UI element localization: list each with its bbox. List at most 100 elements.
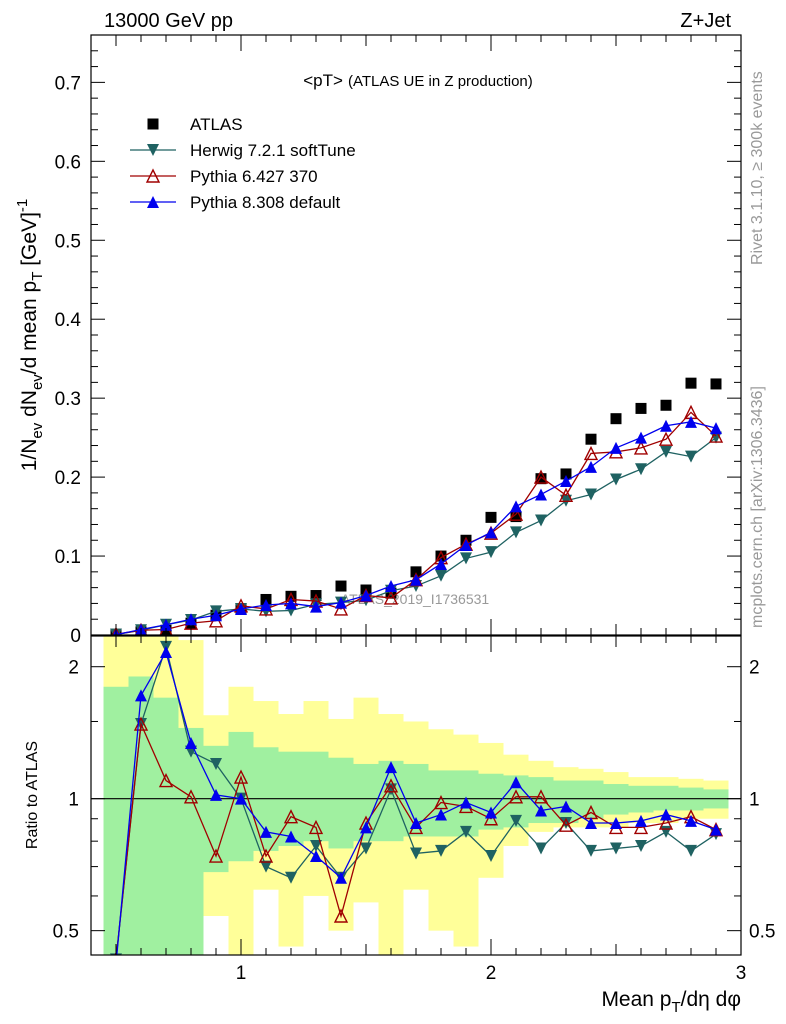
ratio-point bbox=[283, 809, 299, 824]
ratio-point bbox=[633, 819, 649, 835]
data-point bbox=[485, 526, 497, 539]
ratio-point bbox=[610, 817, 622, 830]
ratio-point bbox=[485, 806, 497, 819]
header-right: Z+Jet bbox=[680, 10, 731, 32]
ratio-point bbox=[410, 817, 422, 830]
band-stat-bin bbox=[153, 697, 179, 955]
ratio-point bbox=[635, 814, 647, 827]
ratio-point bbox=[560, 800, 572, 813]
data-point bbox=[660, 445, 672, 458]
ratio-point bbox=[585, 844, 597, 857]
data-point bbox=[685, 450, 697, 463]
ratio-point bbox=[610, 842, 622, 855]
ratio-point bbox=[385, 761, 397, 774]
ratio-point bbox=[433, 794, 449, 810]
legend-label: Pythia 8.308 default bbox=[190, 193, 341, 212]
ratio-point bbox=[710, 823, 722, 836]
data-point bbox=[435, 557, 447, 570]
ratio-point bbox=[258, 848, 274, 863]
data-point bbox=[510, 526, 522, 539]
band-stat-bin bbox=[303, 751, 329, 842]
ratio-point bbox=[110, 958, 122, 970]
ratio-ytick-label: 2 bbox=[68, 658, 79, 679]
data-point bbox=[485, 546, 497, 559]
ratio-point bbox=[658, 815, 674, 830]
data-point bbox=[610, 473, 622, 486]
ratio-ytick-label-right: 2 bbox=[749, 658, 760, 679]
ratio-point bbox=[333, 908, 349, 923]
ratio-point bbox=[335, 871, 347, 884]
ratio-point bbox=[535, 804, 547, 817]
legend-item: ATLAS bbox=[147, 115, 243, 134]
ratio-point bbox=[508, 789, 524, 804]
data-point bbox=[185, 613, 197, 626]
ratio-point bbox=[185, 736, 197, 749]
ratio-point bbox=[460, 796, 472, 809]
ratio-xtick-label: 1 bbox=[236, 963, 247, 984]
plot-title-sub: (ATLAS UE in Z production) bbox=[348, 73, 533, 90]
ratio-point bbox=[183, 789, 199, 804]
ratio-point bbox=[558, 817, 574, 832]
data-point bbox=[533, 469, 549, 484]
band-stat-bin bbox=[328, 757, 354, 849]
data-point bbox=[535, 473, 547, 485]
data-point bbox=[510, 500, 522, 513]
data-point bbox=[260, 599, 272, 611]
ratio-point bbox=[160, 646, 172, 659]
ratio-ytick-label-right: 0.5 bbox=[749, 922, 775, 943]
main-ytick-label: 0.3 bbox=[55, 389, 81, 410]
data-point bbox=[685, 415, 697, 428]
ratio-point bbox=[410, 847, 422, 860]
ratio-point bbox=[158, 772, 174, 788]
data-point bbox=[410, 566, 422, 578]
data-point bbox=[335, 596, 347, 609]
data-point bbox=[285, 590, 297, 602]
ratio-point bbox=[260, 860, 272, 873]
data-point bbox=[610, 413, 622, 425]
ratio-ytick-label: 1 bbox=[68, 790, 79, 811]
band-stat-bin bbox=[103, 686, 129, 955]
plot-title-main: <pT> bbox=[303, 71, 343, 90]
legend-marker bbox=[147, 196, 159, 208]
ratio-xtick-label: 3 bbox=[736, 963, 747, 984]
legend: ATLAS Herwig 7.2.1 softTune Pythia 6.427 3… bbox=[130, 115, 356, 212]
data-point bbox=[435, 550, 447, 562]
main-ytick-label: 0.6 bbox=[55, 152, 81, 173]
data-point bbox=[410, 573, 422, 586]
ratio-point bbox=[660, 825, 672, 838]
xlabel: Mean pT/dη dφ bbox=[601, 988, 741, 1016]
ratio-point bbox=[360, 821, 372, 834]
data-point bbox=[285, 597, 297, 610]
data-point bbox=[635, 402, 647, 414]
data-point bbox=[710, 422, 722, 435]
ratio-point bbox=[310, 839, 322, 852]
legend-label: Herwig 7.2.1 softTune bbox=[190, 141, 356, 160]
ratio-point bbox=[635, 839, 647, 852]
data-point bbox=[633, 440, 649, 455]
ratio-point bbox=[533, 789, 549, 804]
ratio-point bbox=[560, 817, 572, 830]
data-point bbox=[560, 475, 572, 488]
data-point bbox=[660, 419, 672, 432]
ratio-point bbox=[510, 814, 522, 827]
main-panel-data bbox=[110, 377, 724, 635]
data-point bbox=[310, 600, 322, 613]
ratio-ytick-label-right: 1 bbox=[749, 790, 760, 811]
data-point bbox=[460, 552, 472, 565]
data-point bbox=[435, 569, 447, 582]
header-left: 13000 GeV pp bbox=[104, 10, 233, 32]
ratio-point bbox=[660, 808, 672, 821]
data-point bbox=[383, 590, 399, 605]
band-stat-bin bbox=[603, 784, 629, 815]
ratio-point bbox=[285, 871, 297, 884]
data-point bbox=[685, 377, 697, 389]
data-point bbox=[558, 487, 574, 502]
legend-label: ATLAS bbox=[190, 115, 243, 134]
data-point bbox=[585, 433, 597, 445]
data-point bbox=[210, 609, 222, 622]
data-point bbox=[560, 468, 572, 480]
ratio-uncertainty-bands bbox=[103, 636, 729, 955]
main-ytick-label: 0.2 bbox=[55, 468, 81, 489]
axes: 00.10.20.30.40.50.60.71 2 30.5 0.51 12 2 bbox=[53, 35, 775, 984]
